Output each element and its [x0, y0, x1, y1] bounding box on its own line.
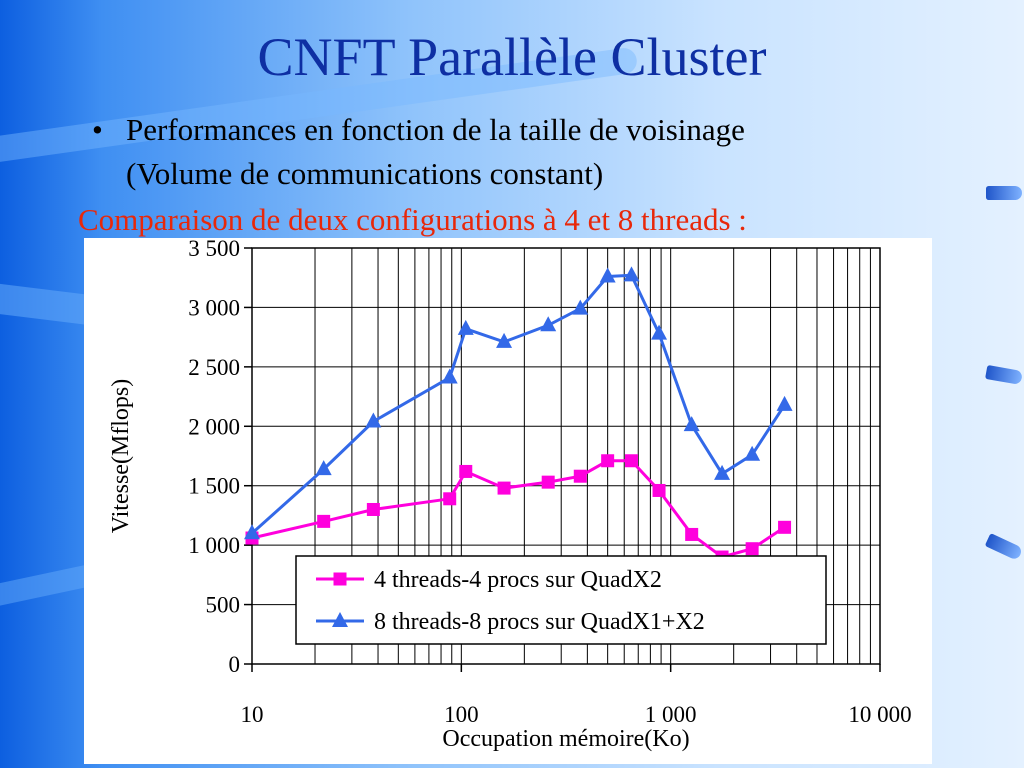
- data-point: [540, 316, 557, 332]
- x-tick-label: 10: [241, 702, 264, 727]
- data-point: [572, 299, 589, 315]
- y-tick-label: 3 500: [188, 238, 240, 261]
- data-point: [714, 464, 731, 480]
- data-point: [623, 266, 640, 282]
- data-point: [601, 454, 615, 468]
- series-line: [251, 459, 786, 559]
- data-point: [541, 475, 555, 489]
- y-axis-title: Vitesse(Mflops): [108, 379, 134, 534]
- legend-entry: 8 threads-8 procs sur QuadX1+X2: [316, 609, 705, 635]
- data-point: [776, 395, 793, 411]
- data-point: [625, 454, 639, 468]
- series-2: [244, 266, 793, 540]
- chart-legend: 4 threads-4 procs sur QuadX2 8 threads-8 …: [295, 555, 827, 645]
- data-point: [441, 368, 458, 384]
- decorative-wedge-icon: [984, 533, 1024, 561]
- bullet-line-1: Performances en fonction de la taille de…: [126, 112, 745, 147]
- series-1: [245, 454, 792, 564]
- data-point: [443, 492, 457, 506]
- plot-frame: [251, 247, 881, 665]
- data-point: [457, 319, 474, 335]
- data-point: [683, 416, 700, 432]
- legend-marker: [333, 572, 347, 586]
- bullet-marker: •: [92, 112, 103, 147]
- bullet-line-2: (Volume de communications constant): [126, 156, 604, 191]
- data-point: [744, 445, 761, 461]
- data-point: [315, 460, 332, 476]
- x-tick-label: 100: [444, 702, 479, 727]
- data-point: [317, 514, 331, 528]
- axis-ticks: 0 500 1 000 1 500 2 000 2 500 3 000 3 500 10 100 1…: [188, 238, 911, 727]
- legend-box: [295, 555, 827, 645]
- data-point: [652, 483, 666, 497]
- x-tick-label: 10 000: [848, 702, 911, 727]
- data-point: [745, 542, 759, 556]
- x-tick-label: 1 000: [645, 702, 697, 727]
- data-point: [778, 520, 792, 534]
- y-tick-label: 500: [206, 593, 241, 618]
- x-axis-title: Occupation mémoire(Ko): [442, 726, 689, 752]
- data-point: [651, 324, 668, 340]
- data-point: [497, 481, 511, 495]
- y-tick-label: 0: [229, 652, 241, 677]
- data-point: [459, 464, 473, 478]
- chart-panel: 0 500 1 000 1 500 2 000 2 500 3 000 3 500 10 100 1…: [84, 238, 932, 764]
- y-tick-label: 1 500: [188, 474, 240, 499]
- legend-marker: [332, 612, 348, 627]
- decorative-wedge-icon: [985, 364, 1023, 386]
- data-point: [244, 524, 260, 540]
- y-tick-label: 1 000: [188, 533, 240, 558]
- chart-subtitle: Comparaison de deux configurations à 4 e…: [78, 202, 747, 237]
- data-point: [496, 332, 513, 348]
- legend-label: 4 threads-4 procs sur QuadX2: [374, 567, 662, 593]
- y-tick-label: 2 500: [188, 355, 240, 380]
- chart-series: [244, 266, 793, 564]
- chart-svg: 0 500 1 000 1 500 2 000 2 500 3 000 3 500 10 100 1…: [108, 238, 912, 752]
- series-line: [250, 273, 786, 535]
- bullet-text: Performances en fonction de la taille de…: [126, 108, 946, 196]
- legend-label: 8 threads-8 procs sur QuadX1+X2: [374, 609, 705, 635]
- decorative-wedge-icon: [986, 186, 1022, 200]
- data-point: [599, 267, 616, 283]
- data-point: [365, 412, 382, 428]
- y-tick-label: 3 000: [188, 295, 240, 320]
- data-point: [366, 502, 380, 516]
- legend-entry: 4 threads-4 procs sur QuadX2: [316, 567, 662, 593]
- data-point: [685, 527, 699, 541]
- slide-title: CNFT Parallèle Cluster: [257, 27, 767, 87]
- data-point: [573, 469, 587, 483]
- y-tick-label: 2 000: [188, 414, 240, 439]
